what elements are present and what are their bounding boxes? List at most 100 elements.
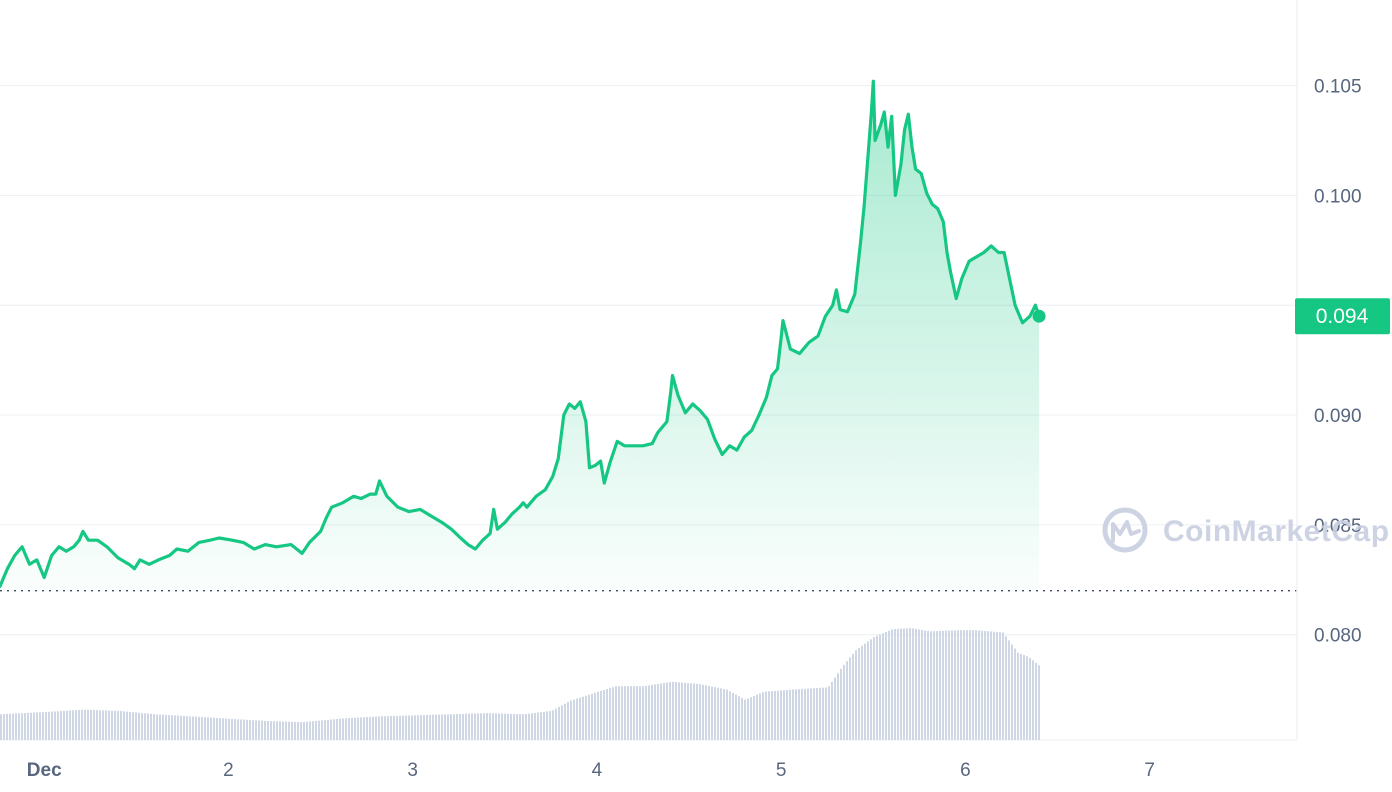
volume-bar — [234, 719, 236, 740]
volume-bar — [675, 682, 677, 740]
volume-bar — [1005, 636, 1007, 740]
volume-bar — [219, 718, 221, 740]
volume-bar — [213, 717, 215, 740]
volume-bar — [813, 688, 815, 740]
volume-bar — [996, 631, 998, 740]
volume-bar — [834, 677, 836, 740]
volume-bar — [699, 684, 701, 740]
volume-bar — [588, 694, 590, 740]
volume-bar — [507, 713, 509, 740]
volume-bar — [717, 687, 719, 740]
volume-bar — [315, 720, 317, 740]
volume-bar — [942, 630, 944, 740]
volume-bar — [336, 718, 338, 740]
volume-bar — [933, 631, 935, 740]
volume-bar — [252, 720, 254, 740]
volume-bar — [720, 688, 722, 740]
volume-bar — [789, 689, 791, 740]
volume-bar — [243, 719, 245, 740]
current-price-dot — [1032, 309, 1046, 323]
volume-bar — [231, 718, 233, 740]
volume-bar — [360, 717, 362, 740]
volume-bar — [786, 689, 788, 740]
volume-bar — [537, 712, 539, 740]
volume-bar — [291, 721, 293, 740]
volume-bar — [120, 711, 122, 740]
volume-bar — [324, 720, 326, 740]
volume-bar — [768, 691, 770, 740]
volume-bar — [864, 643, 866, 740]
volume-bar — [510, 713, 512, 740]
y-tick-label: 0.105 — [1314, 77, 1362, 98]
volume-bar — [399, 715, 401, 740]
volume-bar — [225, 718, 227, 740]
volume-bar — [708, 685, 710, 740]
volume-bar — [957, 630, 959, 740]
volume-bar — [714, 687, 716, 740]
volume-bar — [753, 695, 755, 740]
volume-bar — [795, 689, 797, 740]
volume-bar — [642, 686, 644, 740]
volume-bar — [561, 705, 563, 740]
volume-bar — [312, 721, 314, 740]
volume-bar — [567, 702, 569, 740]
volume-bar — [201, 717, 203, 740]
volume-bar — [540, 712, 542, 740]
volume-bar — [975, 630, 977, 740]
volume-bar — [735, 694, 737, 740]
volume-bar — [126, 711, 128, 740]
volume-bar — [351, 717, 353, 740]
volume-bar — [417, 715, 419, 740]
volume-bar — [912, 628, 914, 740]
volume-bar — [945, 630, 947, 740]
volume-bar — [555, 708, 557, 740]
volume-bar — [777, 690, 779, 740]
volume-bar — [948, 630, 950, 740]
volume-bar — [132, 712, 134, 740]
volume-bar — [498, 713, 500, 740]
volume-bar — [348, 718, 350, 740]
volume-bar — [738, 696, 740, 740]
volume-bar — [582, 696, 584, 740]
volume-bar — [831, 681, 833, 740]
volume-bar — [165, 714, 167, 740]
volume-bar — [657, 683, 659, 740]
volume-bar — [882, 633, 884, 740]
volume-bar — [318, 720, 320, 740]
volume-bar — [930, 631, 932, 740]
volume-bar — [327, 719, 329, 740]
volume-bar — [87, 709, 89, 740]
volume-bar — [144, 713, 146, 740]
volume-bar — [762, 692, 764, 740]
volume-bar — [84, 709, 86, 740]
volume-bar — [117, 710, 119, 740]
volume-bar — [66, 710, 68, 740]
volume-bar — [294, 721, 296, 740]
volume-bar — [57, 711, 59, 740]
volume-bar — [489, 713, 491, 740]
volume-bar — [744, 699, 746, 740]
volume-bar — [387, 716, 389, 740]
volume-bar — [162, 714, 164, 740]
volume-bar — [273, 721, 275, 740]
volume-bar — [516, 714, 518, 740]
volume-bar — [354, 717, 356, 740]
volume-bar — [909, 628, 911, 740]
volume-bar — [90, 710, 92, 740]
volume-bar — [105, 710, 107, 740]
volume-bar — [33, 712, 35, 740]
volume-bar — [522, 714, 524, 740]
volume-bar — [198, 716, 200, 740]
volume-bar — [732, 692, 734, 740]
volume-bar — [807, 688, 809, 740]
volume-bar — [684, 682, 686, 740]
volume-bar — [426, 714, 428, 740]
price-line-group — [0, 79, 1046, 588]
volume-bar — [936, 631, 938, 740]
volume-bar — [870, 639, 872, 740]
volume-bar — [432, 714, 434, 740]
volume-bar — [51, 711, 53, 740]
volume-bar — [648, 685, 650, 740]
volume-bar — [156, 714, 158, 740]
volume-bar — [630, 686, 632, 740]
